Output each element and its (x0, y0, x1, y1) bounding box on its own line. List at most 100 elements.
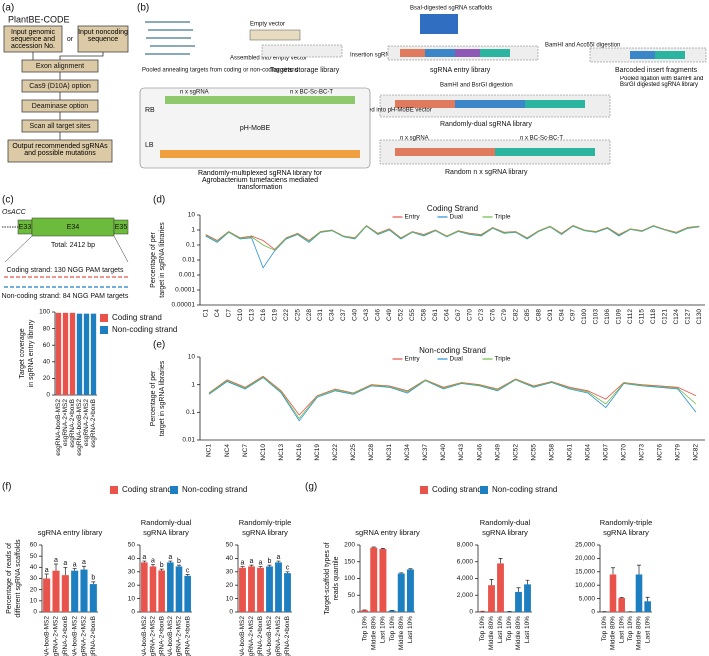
x-tick-label: C124 (673, 309, 680, 325)
legend-swatch (170, 486, 178, 494)
bar (361, 610, 369, 612)
diagram-label: n x sgRNA (400, 136, 429, 142)
error-bar (63, 566, 68, 576)
y-tick-label: 10,000 (575, 582, 595, 589)
x-tick-label: C76 (489, 309, 496, 321)
error-bar (637, 564, 641, 575)
bar (158, 570, 165, 612)
legend-label: Coding strand (112, 313, 162, 322)
bar (644, 601, 651, 612)
flow-text-box: Output recommended sgRNAs and possible m… (12, 143, 107, 157)
x-tick-label: esgRNA-2×boxB (158, 616, 165, 656)
flow-text-box: Input genomic sequence and accession No. (11, 29, 55, 50)
oligos (145, 21, 195, 55)
x-tick-label: NC16 (296, 444, 303, 461)
x-tick-label: NC40 (440, 444, 447, 461)
x-tick-label: C106 (604, 309, 611, 325)
series-line (208, 376, 697, 420)
legend-swatch (480, 486, 488, 494)
x-tick-label: Last 10% (380, 616, 387, 643)
significance-letter: a (82, 559, 86, 566)
y-tick-label: 0.001 (179, 272, 196, 279)
x-tick-label: C79 (501, 309, 508, 321)
legend-label: Dual (450, 214, 464, 221)
seg (655, 51, 685, 59)
x-tick-label: NC25 (350, 444, 357, 461)
y-tick-label: 30 (128, 569, 136, 576)
x-tick-label: C28 (306, 309, 313, 321)
legend-swatch (110, 486, 118, 494)
error-bar (91, 581, 96, 585)
bar (618, 598, 625, 612)
chart-title: Coding Strand (427, 204, 478, 213)
flow-step: Deaminase option (32, 103, 89, 110)
x-tick-label: esgRNA-2×MS2 (248, 616, 255, 656)
y-tick-label: 50 (128, 542, 136, 549)
y-tick-label: 0.1 (186, 242, 195, 249)
chart-title: Non-coding Strand (419, 346, 486, 355)
x-tick-label: esgRNA-2×MS2 (81, 616, 88, 656)
chart-title: sgRNA library (482, 528, 528, 537)
x-tick-label: Middle 80% (398, 616, 405, 650)
x-tick-label: NC31 (386, 444, 393, 461)
y-tick-label: 50 (30, 553, 38, 560)
error-bar (142, 560, 147, 563)
x-tick-label: C91 (547, 309, 554, 321)
x-tick-label: C31 (317, 309, 324, 321)
x-tick-label: C37 (340, 309, 347, 321)
bar (149, 566, 157, 612)
gene-noncoding: Non-coding strand: 84 NGG PAM targets (2, 293, 129, 300)
y-tick-label: 50 (348, 592, 356, 599)
x-tick-label: NC43 (458, 444, 465, 461)
x-tick-label: esgRNA-2×MS2 (275, 616, 282, 656)
diagram-label: n x sgRNA (180, 90, 209, 96)
chart-title: Randomly-dual (480, 518, 531, 527)
diagram-label: Assembled into pH-MoBE vector (345, 108, 432, 114)
bar (167, 562, 174, 612)
diagram-label: BsaI-digested sgRNA scaffolds (410, 6, 492, 12)
diagram-label: Empty vector (250, 22, 285, 28)
x-tick-label: C112 (627, 309, 634, 324)
significance-letter: a (73, 561, 77, 568)
x-tick-label: C55 (409, 309, 416, 321)
seg (160, 150, 360, 158)
x-tick-label: NC67 (603, 444, 610, 461)
chart-title: sgRNA library (603, 528, 649, 537)
x-tick-label: C82 (512, 309, 519, 321)
legend-label: Coding strand (122, 485, 172, 494)
legend-label: Non-coding strand (492, 485, 557, 494)
x-tick-label: C43 (363, 309, 370, 321)
diagram-label: sgRNA entry library (430, 67, 491, 74)
x-tick-label: esgRNA-boxB-MS2 (141, 616, 148, 656)
y-tick-label: 30 (30, 575, 38, 582)
x-tick-label: NC61 (566, 444, 573, 461)
y-tick-label: 10 (128, 595, 136, 602)
exon-label: E34 (67, 224, 80, 231)
y-tick-label: 6,000 (457, 558, 474, 565)
x-tick-label: NC73 (639, 444, 646, 461)
exon (113, 219, 129, 235)
error-bar (408, 568, 413, 570)
y-axis-label: reads quantile (333, 556, 340, 600)
y-tick-label: 30 (226, 569, 234, 576)
flow-step: Cas9 (D10A) option (29, 83, 91, 90)
chart-title: Randomly-triple (600, 518, 653, 527)
y-tick-label: 25,000 (575, 542, 595, 549)
error-bar (177, 564, 181, 567)
diagram-label: BamHI and BsrGI digestion (440, 83, 513, 89)
y-tick-label: 0.00001 (172, 302, 196, 309)
x-tick-label: C58 (421, 309, 428, 321)
diagram-label: Insertion sgRNA scaffolds (350, 53, 419, 59)
seg (455, 100, 525, 108)
x-tick-label: C10 (237, 309, 244, 321)
x-tick-label: C19 (271, 309, 278, 321)
panel-label: (b) (137, 3, 149, 14)
y-axis-label: Target coverage (19, 328, 26, 378)
error-bar (258, 566, 263, 568)
bar (388, 610, 396, 612)
flow-text: Input genomic sequence and accession No. (11, 29, 55, 50)
gene-coding: Coding strand: 130 NGG PAM targets (7, 267, 124, 274)
bar (248, 566, 255, 612)
significance-letter: b (160, 562, 164, 569)
